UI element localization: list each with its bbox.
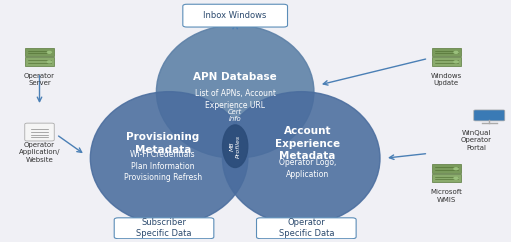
FancyBboxPatch shape: [432, 57, 460, 66]
Circle shape: [454, 168, 458, 170]
Text: Subscriber
Specific Data: Subscriber Specific Data: [136, 218, 192, 238]
FancyBboxPatch shape: [25, 48, 54, 56]
FancyBboxPatch shape: [183, 4, 288, 27]
Ellipse shape: [90, 92, 248, 225]
FancyBboxPatch shape: [432, 48, 460, 56]
Text: WinQual
Operator
Portal: WinQual Operator Portal: [461, 130, 492, 151]
Text: Microsoft
WMIS: Microsoft WMIS: [430, 189, 462, 203]
Ellipse shape: [223, 125, 248, 167]
Circle shape: [454, 51, 458, 53]
Text: Windows
Update: Windows Update: [430, 73, 462, 86]
FancyBboxPatch shape: [432, 174, 460, 182]
Text: Inbox Windows: Inbox Windows: [203, 11, 267, 20]
Text: MB
Profiles: MB Profiles: [230, 135, 241, 158]
FancyBboxPatch shape: [257, 218, 356, 239]
Ellipse shape: [222, 92, 380, 225]
Text: Operator
Application/
Website: Operator Application/ Website: [19, 142, 60, 163]
Text: Wi-Fi Credentials
Plan Information
Provisioning Refresh: Wi-Fi Credentials Plan Information Provi…: [124, 150, 202, 182]
Circle shape: [454, 61, 458, 63]
Text: List of APNs, Account
Experience URL: List of APNs, Account Experience URL: [195, 89, 275, 110]
Ellipse shape: [156, 25, 314, 158]
Text: Operator
Specific Data: Operator Specific Data: [278, 218, 334, 238]
Text: Operator
Server: Operator Server: [24, 73, 55, 86]
FancyBboxPatch shape: [25, 123, 54, 141]
Text: Operator Logo,
Application: Operator Logo, Application: [279, 158, 336, 179]
Text: Account
Experience
Metadata: Account Experience Metadata: [275, 126, 340, 161]
Circle shape: [48, 61, 52, 63]
FancyBboxPatch shape: [114, 218, 214, 239]
Text: APN Database: APN Database: [193, 72, 277, 82]
Text: Cert
Info: Cert Info: [228, 109, 242, 122]
FancyBboxPatch shape: [432, 164, 460, 173]
Circle shape: [454, 177, 458, 179]
FancyBboxPatch shape: [25, 57, 54, 66]
Text: Provisioning
Metadata: Provisioning Metadata: [126, 132, 199, 155]
Circle shape: [48, 51, 52, 53]
FancyBboxPatch shape: [474, 110, 505, 121]
